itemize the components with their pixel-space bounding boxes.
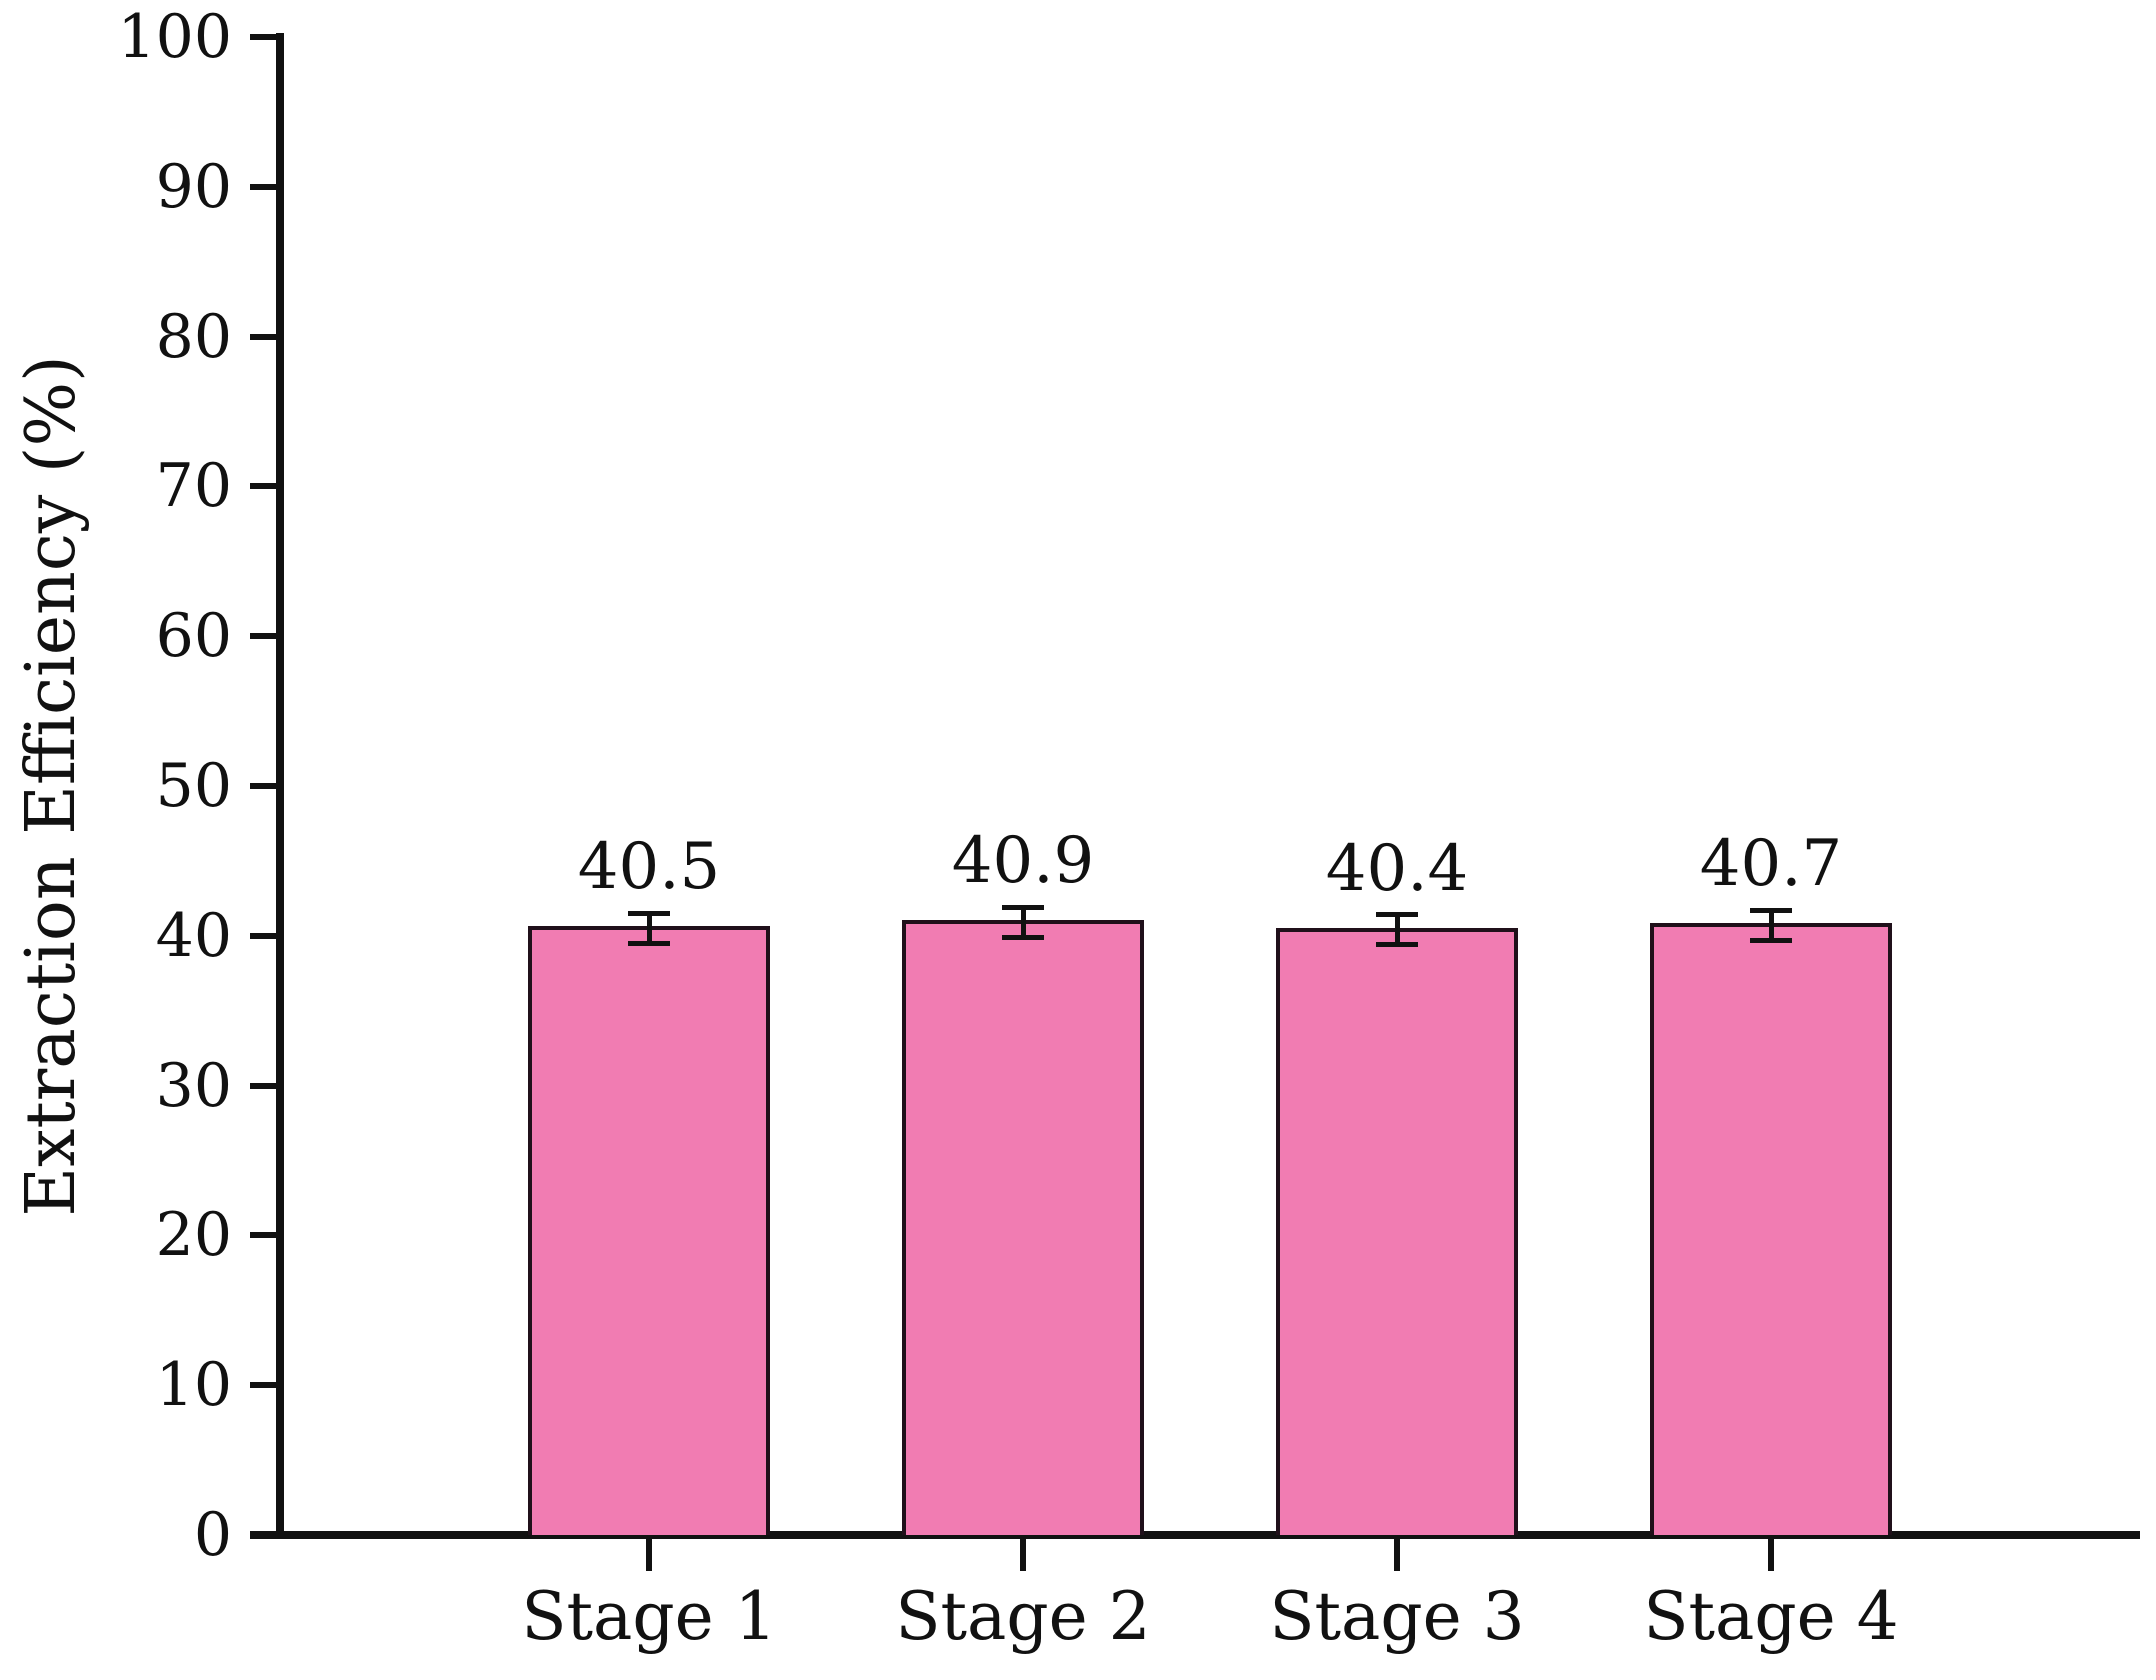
y-axis-tick-label: 60 <box>155 601 232 672</box>
bar-stage-1 <box>528 926 770 1535</box>
x-axis-tick-label: Stage 4 <box>1643 1578 1899 1655</box>
error-bar-line <box>1394 914 1400 945</box>
y-axis-tick <box>250 483 280 490</box>
error-bar-cap-top <box>1750 907 1792 913</box>
y-axis-tick-label: 70 <box>155 451 232 522</box>
error-bar-cap-top <box>628 910 670 916</box>
bar-value-label: 40.9 <box>951 824 1095 899</box>
bar-stage-2 <box>902 920 1144 1535</box>
y-axis-tick-label: 20 <box>155 1200 232 1271</box>
error-bar-line <box>1020 907 1026 938</box>
error-bar-cap-bottom <box>1002 934 1044 940</box>
y-axis-tick-label: 10 <box>155 1350 232 1421</box>
x-axis-tick <box>1768 1539 1774 1571</box>
x-axis-tick-label: Stage 3 <box>1269 1578 1525 1655</box>
y-axis-tick-label: 0 <box>193 1500 232 1570</box>
error-bar-line <box>1768 910 1774 941</box>
y-axis-tick-label: 40 <box>155 900 232 971</box>
x-axis-tick <box>1020 1539 1026 1571</box>
x-axis <box>250 1531 2140 1539</box>
x-axis-tick <box>1394 1539 1400 1571</box>
y-axis-tick-label: 50 <box>155 751 232 821</box>
y-axis-tick-label: 30 <box>155 1050 232 1121</box>
y-axis-tick <box>250 1082 280 1089</box>
x-axis-tick <box>646 1539 652 1571</box>
y-axis-tick <box>250 183 280 190</box>
error-bar-cap-top <box>1002 904 1044 910</box>
y-axis-tick <box>250 783 280 789</box>
error-bar-line <box>646 913 652 944</box>
y-axis-tick <box>250 1232 280 1239</box>
y-axis-tick <box>250 1532 280 1538</box>
error-bar-cap-bottom <box>1750 937 1792 943</box>
error-bar-cap-bottom <box>1376 942 1418 948</box>
bar-stage-3 <box>1276 927 1518 1535</box>
x-axis-tick-label: Stage 1 <box>521 1578 777 1655</box>
error-bar-cap-top <box>1376 912 1418 918</box>
bar-value-label: 40.5 <box>577 830 721 905</box>
y-axis <box>276 33 284 1539</box>
y-axis-tick-label: 90 <box>155 151 232 222</box>
bar-value-label: 40.7 <box>1699 827 1843 902</box>
y-axis-tick <box>250 34 280 40</box>
y-axis-tick-label: 100 <box>117 2 232 72</box>
y-axis-tick <box>250 932 280 939</box>
x-axis-tick-label: Stage 2 <box>895 1578 1151 1655</box>
y-axis-tick <box>250 633 280 640</box>
y-axis-tick <box>250 1382 280 1389</box>
error-bar-cap-bottom <box>628 940 670 946</box>
y-axis-tick-label: 80 <box>155 301 232 372</box>
bar-value-label: 40.4 <box>1325 831 1469 906</box>
bar-stage-4 <box>1650 923 1892 1535</box>
y-axis-tick <box>250 333 280 340</box>
